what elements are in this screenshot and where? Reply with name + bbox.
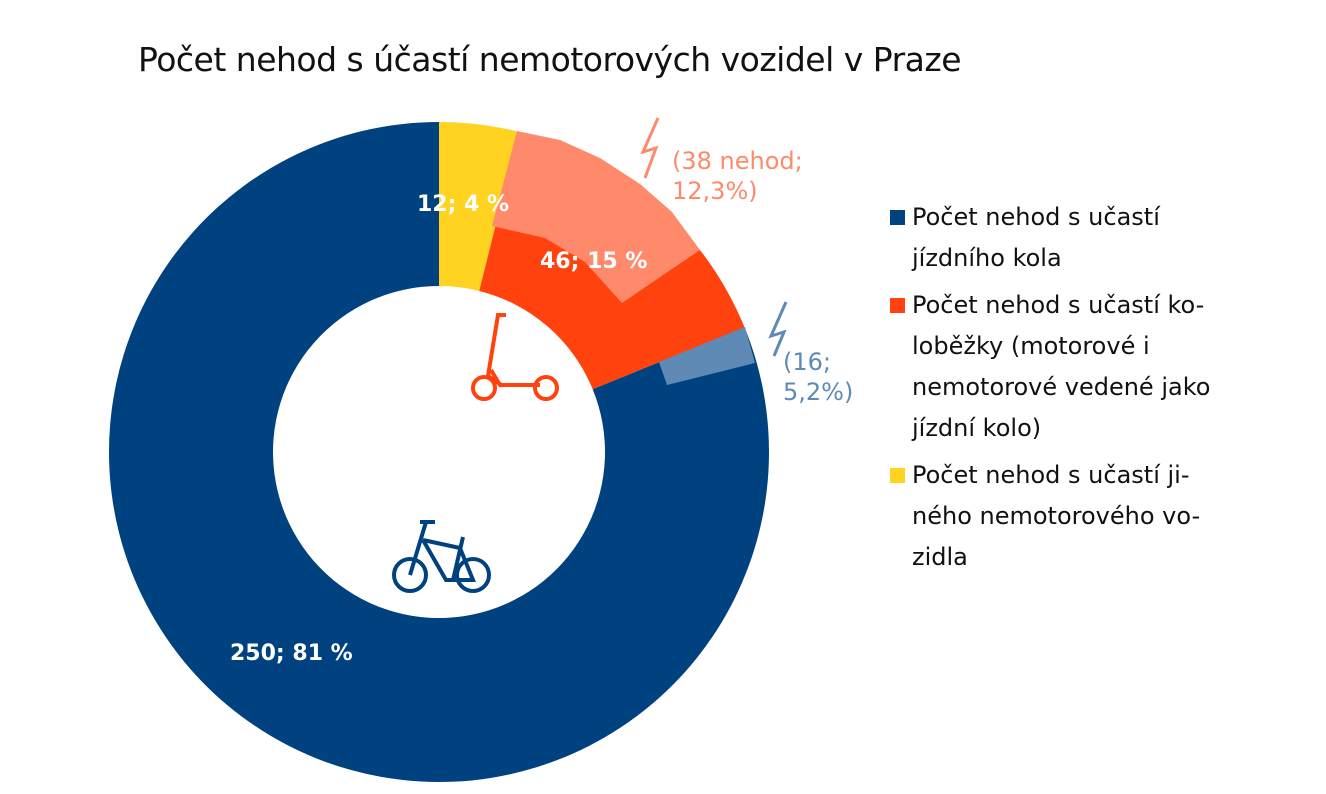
- legend-text: Počet nehod s učastí ji-: [912, 461, 1190, 489]
- e-bike-annotation: (16; 5,2%): [783, 347, 853, 407]
- legend-item-other: Počet nehod s učastí ji-ného nemotorovéh…: [890, 455, 1310, 578]
- legend-text: loběžky (motorové i: [912, 332, 1150, 360]
- data-label-bicycle: 250; 81 %: [230, 641, 353, 666]
- data-label-other: 12; 4 %: [417, 192, 510, 217]
- legend-item-scooter: Počet nehod s učastí ko-loběžky (motorov…: [890, 285, 1310, 449]
- annotation-line: 12,3%): [672, 177, 758, 205]
- donut-slice: [439, 122, 519, 291]
- lightning-icon: [768, 301, 788, 357]
- e-scooter-annotation: (38 nehod; 12,3%): [672, 146, 803, 206]
- donut-slice: [108, 121, 769, 782]
- legend-text: jízdní kolo): [912, 414, 1042, 442]
- legend-text: ného nemotorového vo-: [912, 502, 1201, 530]
- scooter-icon: [471, 313, 559, 401]
- chart-title: Počet nehod s účastí nemotorových vozide…: [138, 40, 962, 79]
- legend: Počet nehod s učastí jízdního kola Počet …: [890, 197, 1310, 584]
- annotation-line: 5,2%): [783, 378, 854, 406]
- legend-text: nemotorové vedené jako: [912, 373, 1211, 401]
- legend-text: Počet nehod s učastí: [912, 203, 1160, 231]
- annotation-line: (38 nehod;: [672, 147, 803, 175]
- legend-text: zidla: [912, 543, 968, 571]
- lightning-icon: [640, 117, 660, 179]
- annotation-line: (16;: [783, 348, 831, 376]
- legend-swatch: [890, 210, 905, 225]
- legend-text: Počet nehod s učastí ko-: [912, 291, 1205, 319]
- data-label-scooter: 46; 15 %: [540, 249, 648, 274]
- legend-swatch: [890, 468, 905, 483]
- e-bike-subsegment: [659, 327, 755, 385]
- legend-swatch: [890, 298, 905, 313]
- legend-item-bicycle: Počet nehod s učastí jízdního kola: [890, 197, 1310, 279]
- bicycle-icon: [392, 520, 491, 593]
- legend-text: jízdního kola: [912, 244, 1062, 272]
- e-scooter-subsegment: [492, 131, 700, 303]
